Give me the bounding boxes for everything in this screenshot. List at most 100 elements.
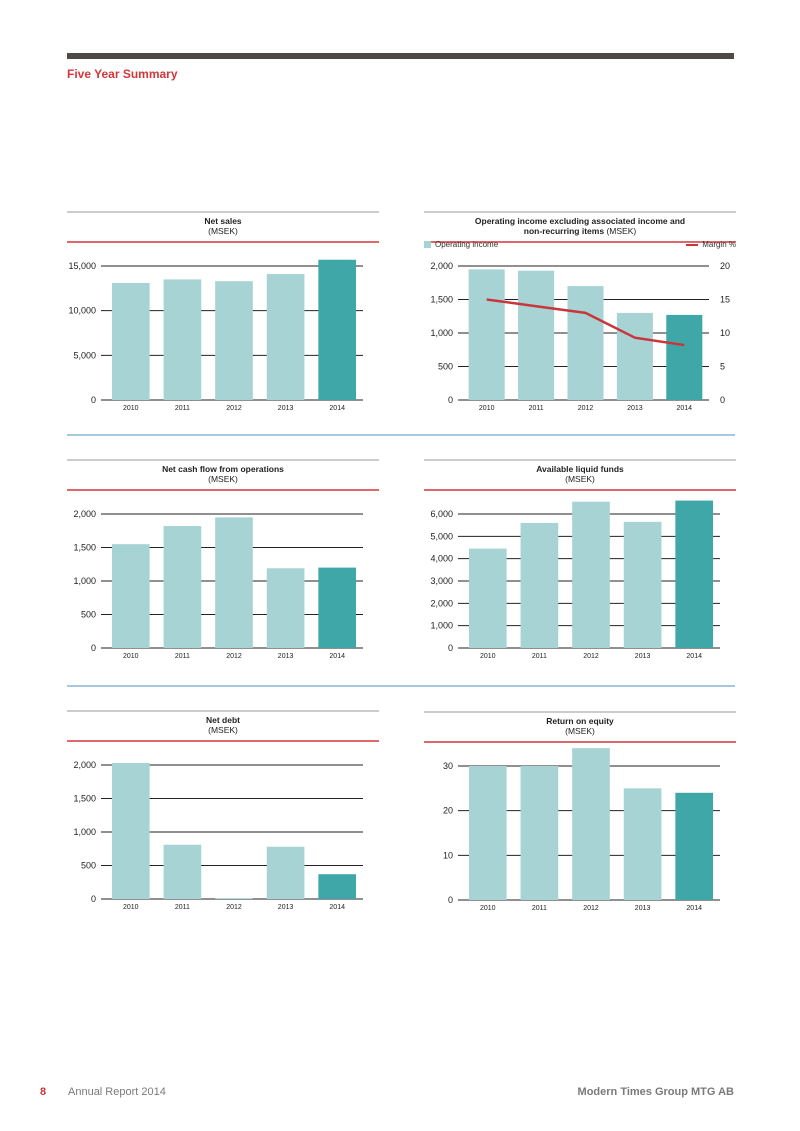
x-tick-label: 2012: [226, 405, 242, 412]
y2-tick-label: 20: [720, 261, 730, 271]
legend-swatch-bar: [424, 241, 431, 248]
chart-title-text: Available liquid funds: [536, 464, 624, 474]
y-tick-label: 10: [443, 850, 453, 860]
x-tick-label: 2010: [123, 405, 139, 412]
row-divider: [67, 685, 735, 687]
y-tick-label: 2,000: [430, 598, 453, 608]
y-tick-label: 500: [81, 861, 96, 871]
company-name: Modern Times Group MTG AB: [577, 1086, 734, 1098]
x-tick-label: 2013: [278, 904, 294, 911]
y-tick-label: 10,000: [68, 306, 96, 316]
chart-title: Net cash flow from operations (MSEK): [67, 464, 379, 484]
x-tick-label: 2014: [677, 405, 693, 412]
report-name: Annual Report 2014: [68, 1086, 166, 1098]
bar-2014: [318, 259, 357, 400]
chart-title-text: Operating income excluding associated in…: [474, 216, 686, 226]
y-tick-label: 2,000: [73, 760, 96, 770]
x-tick-label: 2014: [329, 904, 345, 911]
chart-unit: (MSEK): [208, 474, 238, 484]
bar-2013: [616, 312, 653, 400]
chart-unit: (MSEK): [606, 226, 637, 236]
y-tick-label: 6,000: [430, 509, 453, 519]
y-tick-label: 1,500: [73, 543, 96, 553]
y2-tick-label: 10: [720, 328, 730, 338]
x-tick-label: 2013: [627, 405, 643, 412]
y-tick-label: 0: [91, 395, 96, 405]
x-tick-label: 2012: [583, 653, 599, 660]
y-tick-label: 0: [448, 395, 453, 405]
y-tick-label: 5,000: [73, 350, 96, 360]
y-tick-label: 2,000: [73, 509, 96, 519]
y-tick-label: 0: [91, 894, 96, 904]
x-tick-label: 2012: [226, 653, 242, 660]
x-tick-label: 2014: [329, 405, 345, 412]
chart-svg: 0 5,000 10,000 15,000 2010 2011 2012 2013 2014: [67, 211, 379, 412]
chart-title-text: Net cash flow from operations: [162, 464, 284, 474]
x-tick-label: 2010: [479, 405, 495, 412]
y-tick-label: 4,000: [430, 554, 453, 564]
chart-net-cash-flow: 0 500 1,000 1,500 2,000 2010 2011 2012 2013 2014 …: [67, 459, 379, 669]
y2-tick-label: 15: [720, 295, 730, 305]
bar-2012: [215, 517, 253, 648]
chart-unit: (MSEK): [208, 725, 238, 735]
x-tick-label: 2011: [532, 653, 547, 660]
chart-unit: (MSEK): [565, 726, 595, 736]
bar-2013: [266, 568, 305, 648]
y-tick-label: 1,500: [430, 295, 453, 305]
bar-2010: [111, 544, 150, 648]
x-tick-label: 2010: [480, 653, 496, 660]
x-tick-label: 2011: [532, 905, 547, 912]
bar-2012: [215, 281, 253, 400]
x-tick-label: 2010: [123, 653, 139, 660]
chart-unit: (MSEK): [565, 474, 595, 484]
x-tick-label: 2014: [686, 653, 702, 660]
bar-2011: [163, 844, 202, 899]
y-tick-label: 20: [443, 806, 453, 816]
bar-2013: [266, 846, 305, 899]
bar-2010: [468, 766, 507, 900]
bar-2010: [468, 548, 507, 648]
bar-2011: [163, 526, 202, 648]
legend-label-bar: Operating income: [435, 240, 499, 249]
legend-operating-income: Operating income: [424, 240, 498, 249]
chart-return-on-equity: 0 10 20 30 2010 2011 2012 2013 2014 Return on eq…: [424, 711, 736, 921]
x-tick-label: 2014: [329, 653, 345, 660]
x-tick-label: 2011: [529, 405, 544, 412]
legend-margin: Margin %: [686, 240, 736, 249]
x-tick-label: 2013: [278, 653, 294, 660]
bar-2014: [666, 314, 703, 400]
chart-title-text: Net debt: [206, 715, 240, 725]
x-tick-label: 2011: [175, 904, 190, 911]
chart-net-debt: 0 500 1,000 1,500 2,000 2010 2011 2012 2013 2014 …: [67, 710, 379, 920]
bar-2012: [572, 748, 610, 900]
bar-2010: [468, 269, 505, 400]
chart-svg: 0 1,000 2,000 3,000 4,000 5,000 6,000 2010 2011 2…: [424, 459, 736, 660]
chart-svg: 0 500 1,000 1,500 2,000 2010 2011 2012 2013 2014: [67, 710, 379, 911]
y-tick-label: 2,000: [430, 261, 453, 271]
chart-title: Operating income excluding associated in…: [424, 216, 736, 236]
x-tick-label: 2010: [480, 905, 496, 912]
x-tick-label: 2013: [635, 905, 651, 912]
chart-title-text: Net sales: [204, 216, 242, 226]
bar-2011: [520, 522, 559, 648]
y-tick-label: 0: [448, 895, 453, 905]
chart-operating-income: 0 500 1,000 1,500 2,000 2010 2011 2012 2013 2014 0…: [424, 211, 736, 421]
chart-title: Net sales (MSEK): [67, 216, 379, 236]
bar-2012: [567, 286, 604, 400]
x-tick-label: 2012: [226, 904, 242, 911]
bar-2014: [318, 874, 357, 899]
bar-2013: [266, 274, 305, 400]
y-tick-label: 0: [448, 643, 453, 653]
header-rule: [67, 53, 734, 59]
chart-title: Available liquid funds (MSEK): [424, 464, 736, 484]
bar-2013: [623, 521, 662, 648]
bar-2010: [111, 762, 150, 899]
bar-2012: [215, 898, 253, 899]
bar-2010: [111, 282, 150, 400]
bar-2011: [518, 270, 555, 400]
chart-title-line2: non-recurring items: [523, 226, 605, 236]
x-tick-label: 2012: [583, 905, 599, 912]
y-tick-label: 3,000: [430, 576, 453, 586]
y-tick-label: 1,500: [73, 794, 96, 804]
bar-2013: [623, 788, 662, 900]
